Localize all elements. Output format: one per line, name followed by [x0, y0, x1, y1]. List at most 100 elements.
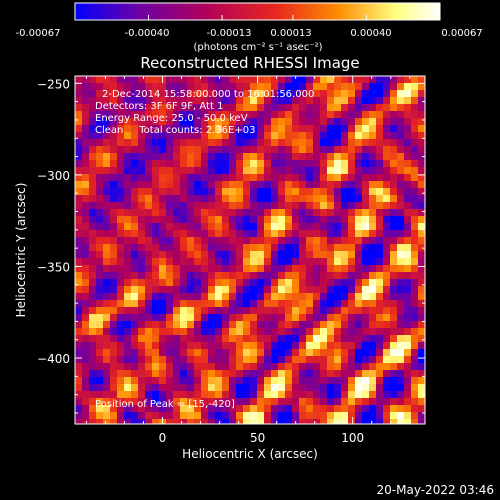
heatmap-pixel — [117, 391, 125, 399]
heatmap-pixel — [285, 139, 293, 147]
heatmap-pixel — [257, 90, 265, 98]
heatmap-pixel — [285, 265, 293, 273]
heatmap-pixel — [348, 342, 356, 350]
heatmap-pixel — [250, 216, 258, 224]
heatmap-pixel — [222, 139, 230, 147]
heatmap-pixel — [75, 412, 83, 420]
heatmap-pixel — [103, 314, 111, 322]
heatmap-pixel — [89, 391, 97, 399]
heatmap-pixel — [348, 335, 356, 343]
heatmap-pixel — [180, 118, 188, 126]
heatmap-pixel — [278, 349, 286, 357]
heatmap-pixel — [208, 195, 216, 203]
heatmap-pixel — [180, 272, 188, 280]
heatmap-pixel — [201, 300, 209, 308]
heatmap-pixel — [110, 286, 118, 294]
heatmap-pixel — [348, 104, 356, 112]
heatmap-pixel — [187, 314, 195, 322]
heatmap-pixel — [89, 244, 97, 252]
heatmap-pixel — [327, 174, 335, 182]
heatmap-pixel — [222, 328, 230, 336]
heatmap-pixel — [103, 412, 111, 420]
heatmap-pixel — [362, 307, 370, 315]
heatmap-pixel — [75, 370, 83, 378]
heatmap-pixel — [383, 237, 391, 245]
heatmap-pixel — [334, 125, 342, 133]
heatmap-pixel — [313, 314, 321, 322]
heatmap-pixel — [411, 391, 419, 399]
heatmap-pixel — [145, 398, 153, 406]
heatmap-pixel — [313, 398, 321, 406]
heatmap-pixel — [313, 139, 321, 147]
heatmap-pixel — [152, 181, 160, 189]
heatmap-pixel — [355, 384, 363, 392]
heatmap-pixel — [131, 349, 139, 357]
heatmap-pixel — [201, 328, 209, 336]
heatmap-pixel — [334, 160, 342, 168]
heatmap-pixel — [376, 97, 384, 105]
heatmap-pixel — [117, 237, 125, 245]
heatmap-pixel — [201, 118, 209, 126]
heatmap-pixel — [201, 419, 209, 424]
heatmap-pixel — [369, 188, 377, 196]
heatmap-pixel — [271, 321, 279, 329]
heatmap-pixel — [292, 111, 300, 119]
heatmap-pixel — [103, 300, 111, 308]
heatmap-pixel — [390, 97, 398, 105]
heatmap-pixel — [243, 307, 251, 315]
heatmap-pixel — [173, 188, 181, 196]
heatmap-pixel — [271, 384, 279, 392]
heatmap-pixel — [341, 76, 349, 84]
heatmap-pixel — [180, 160, 188, 168]
heatmap-pixel — [327, 356, 335, 364]
heatmap-pixel — [334, 391, 342, 399]
heatmap-pixel — [187, 97, 195, 105]
heatmap-pixel — [299, 398, 307, 406]
heatmap-pixel — [215, 90, 223, 98]
heatmap-pixel — [215, 377, 223, 385]
heatmap-pixel — [208, 307, 216, 315]
heatmap-pixel — [166, 195, 174, 203]
heatmap-pixel — [131, 279, 139, 287]
heatmap-pixel — [124, 160, 132, 168]
heatmap-pixel — [313, 335, 321, 343]
heatmap-pixel — [229, 286, 237, 294]
heatmap-pixel — [285, 244, 293, 252]
heatmap-pixel — [285, 237, 293, 245]
heatmap-pixel — [362, 223, 370, 231]
heatmap-pixel — [208, 349, 216, 357]
heatmap-pixel — [278, 391, 286, 399]
heatmap-pixel — [166, 258, 174, 266]
heatmap-pixel — [89, 265, 97, 273]
heatmap-pixel — [306, 111, 314, 119]
heatmap-pixel — [292, 342, 300, 350]
heatmap-pixel — [229, 398, 237, 406]
heatmap-pixel — [110, 321, 118, 329]
heatmap-pixel — [327, 104, 335, 112]
heatmap-pixel — [376, 209, 384, 217]
heatmap-pixel — [236, 188, 244, 196]
heatmap-pixel — [264, 384, 272, 392]
heatmap-pixel — [376, 160, 384, 168]
heatmap-pixel — [257, 104, 265, 112]
heatmap-pixel — [383, 377, 391, 385]
heatmap-pixel — [271, 202, 279, 210]
heatmap-pixel — [285, 104, 293, 112]
heatmap-pixel — [376, 384, 384, 392]
heatmap-pixel — [194, 230, 202, 238]
heatmap-pixel — [222, 321, 230, 329]
heatmap-pixel — [299, 314, 307, 322]
heatmap-pixel — [271, 363, 279, 371]
heatmap-pixel — [194, 237, 202, 245]
heatmap-pixel — [194, 258, 202, 266]
heatmap-pixel — [418, 209, 425, 217]
heatmap-pixel — [187, 419, 195, 424]
heatmap-pixel — [110, 398, 118, 406]
heatmap-pixel — [390, 230, 398, 238]
heatmap-pixel — [250, 286, 258, 294]
heatmap-pixel — [166, 307, 174, 315]
heatmap-pixel — [390, 391, 398, 399]
heatmap-pixel — [194, 391, 202, 399]
heatmap-pixel — [376, 258, 384, 266]
heatmap-pixel — [110, 349, 118, 357]
